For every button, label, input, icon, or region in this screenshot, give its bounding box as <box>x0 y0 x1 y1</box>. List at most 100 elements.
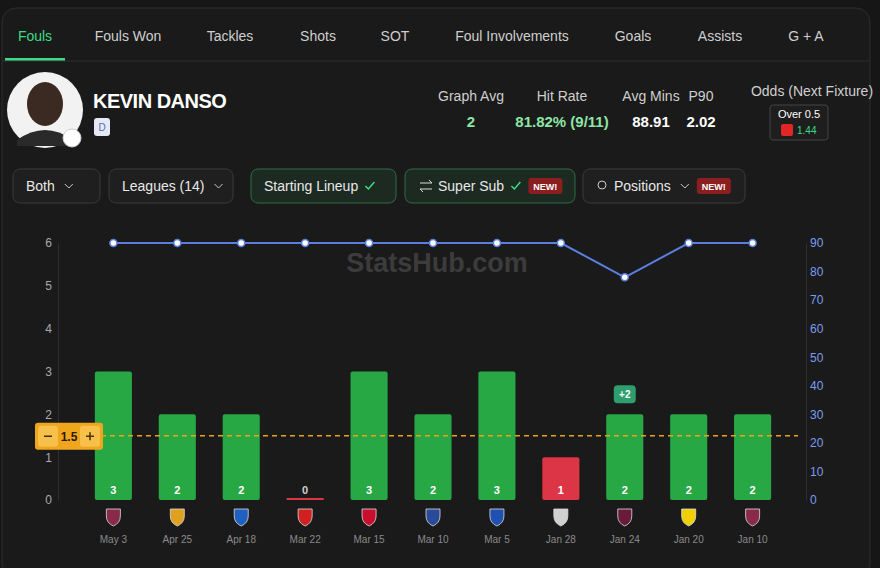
tick: Apr 18 <box>226 500 256 545</box>
stat-label: P90 <box>689 88 714 104</box>
data-label: 3 <box>494 484 500 496</box>
tab[interactable]: SOT <box>381 28 410 44</box>
tab[interactable]: Foul Involvements <box>455 28 569 44</box>
tab-label[interactable]: G + A <box>788 28 824 44</box>
filter[interactable]: Positions NEW! <box>583 169 745 203</box>
tick: 30 <box>806 408 824 422</box>
opponent-icon <box>426 509 440 526</box>
minutes-point <box>238 240 245 247</box>
filter-label[interactable]: Starting Lineup <box>264 178 358 194</box>
tick-label: Mar 5 <box>484 534 510 545</box>
tick-label: Jan 10 <box>738 534 768 545</box>
stat-label: Avg Mins <box>622 88 679 104</box>
tab-label[interactable]: Shots <box>300 28 336 44</box>
minus-icon[interactable] <box>44 436 52 438</box>
marks <box>56 240 798 501</box>
minutes-point <box>430 240 437 247</box>
filter[interactable]: Starting Lineup <box>251 169 396 203</box>
card <box>2 8 870 568</box>
stat: Avg Mins 88.91 <box>622 88 679 130</box>
filter-pill[interactable] <box>583 169 745 203</box>
tick: Mar 5 <box>484 500 510 545</box>
tab-label[interactable]: Tackles <box>207 28 254 44</box>
minus-button[interactable] <box>38 426 58 447</box>
tab[interactable]: Fouls <box>5 28 65 61</box>
tick-label: 5 <box>45 279 52 293</box>
tab-label[interactable]: Foul Involvements <box>455 28 569 44</box>
tab[interactable]: Fouls Won <box>95 28 162 44</box>
minutes-point <box>493 240 500 247</box>
filter-label[interactable]: Positions <box>614 178 671 194</box>
club-badge <box>63 129 81 147</box>
tick: 50 <box>806 351 824 365</box>
x-axis: May 3Apr 25Apr 18Mar 22Mar 15Mar 10Mar 5… <box>69 500 799 545</box>
tick: 0 <box>45 493 58 507</box>
annotations: +2 <box>614 385 636 403</box>
filter-pill[interactable] <box>405 169 575 203</box>
filter-pill[interactable] <box>251 169 396 203</box>
opponent-icon <box>170 509 184 526</box>
tick-label: 1 <box>45 451 52 465</box>
filter-pill[interactable] <box>13 169 100 203</box>
odds-box[interactable] <box>770 105 828 140</box>
bar <box>734 414 771 500</box>
chevron-icon <box>681 184 689 188</box>
threshold-line <box>56 435 798 437</box>
tab[interactable]: G + A <box>788 28 824 44</box>
tick-label: Jan 20 <box>674 534 704 545</box>
filter-label[interactable]: Leagues (14) <box>122 178 205 194</box>
axis-line <box>58 244 59 501</box>
tab-label[interactable]: Fouls Won <box>95 28 162 44</box>
tick: 80 <box>806 265 824 279</box>
data-label: 1 <box>558 484 564 496</box>
new-badge <box>697 178 731 194</box>
tab-label[interactable]: SOT <box>381 28 410 44</box>
tab[interactable]: Tackles <box>207 28 254 44</box>
tick-label: Mar 10 <box>417 534 449 545</box>
filter[interactable]: Leagues (14) <box>109 169 233 203</box>
axis-line <box>69 500 799 501</box>
odds-label: Odds (Next Fixture) <box>751 83 873 99</box>
tick-label: 0 <box>810 493 817 507</box>
tab-label[interactable]: Fouls <box>18 28 52 44</box>
tick-label: 6 <box>45 236 52 250</box>
tab[interactable]: Goals <box>615 28 652 44</box>
filter-label[interactable]: Super Sub <box>438 178 504 194</box>
y-axis: 0123456 <box>45 236 58 507</box>
minutes-point <box>302 240 309 247</box>
bar <box>159 414 196 500</box>
data-label: 2 <box>686 484 692 496</box>
filter-pill[interactable] <box>109 169 233 203</box>
tick: Mar 15 <box>354 500 386 545</box>
data-label: 3 <box>110 484 116 496</box>
page: Fouls Fouls Won Tackles Shots SOT Foul Involv… <box>0 0 880 568</box>
pin-icon <box>598 181 606 189</box>
tick: Mar 22 <box>290 500 322 545</box>
threshold-box <box>35 423 103 450</box>
filter[interactable]: Super Sub NEW! <box>405 169 575 203</box>
new-badge-text: NEW! <box>533 182 557 192</box>
chevron-icon <box>215 184 223 188</box>
data-label: 3 <box>366 484 372 496</box>
tick: 60 <box>806 322 824 336</box>
tick-label: 3 <box>45 365 52 379</box>
filter-label[interactable]: Both <box>26 178 55 194</box>
opponent-icon <box>362 509 376 526</box>
data-label: 2 <box>430 484 436 496</box>
tick-label: 40 <box>810 379 824 393</box>
tab[interactable]: Shots <box>300 28 336 44</box>
filter[interactable]: Both <box>13 169 100 203</box>
new-badge-text: NEW! <box>702 182 726 192</box>
watermark: StatsHub.com <box>346 248 528 278</box>
tick: Jan 20 <box>674 500 704 545</box>
tick: 6 <box>45 236 58 250</box>
tab-label[interactable]: Goals <box>615 28 652 44</box>
plus-icon[interactable] <box>86 432 94 440</box>
tab-label[interactable]: Assists <box>698 28 742 44</box>
stat-value: 88.91 <box>632 113 670 130</box>
plus-button[interactable] <box>80 426 100 447</box>
opponent-icons <box>106 509 759 526</box>
bar <box>542 457 579 500</box>
tab[interactable]: Assists <box>698 28 742 44</box>
data-label: 2 <box>622 484 628 496</box>
